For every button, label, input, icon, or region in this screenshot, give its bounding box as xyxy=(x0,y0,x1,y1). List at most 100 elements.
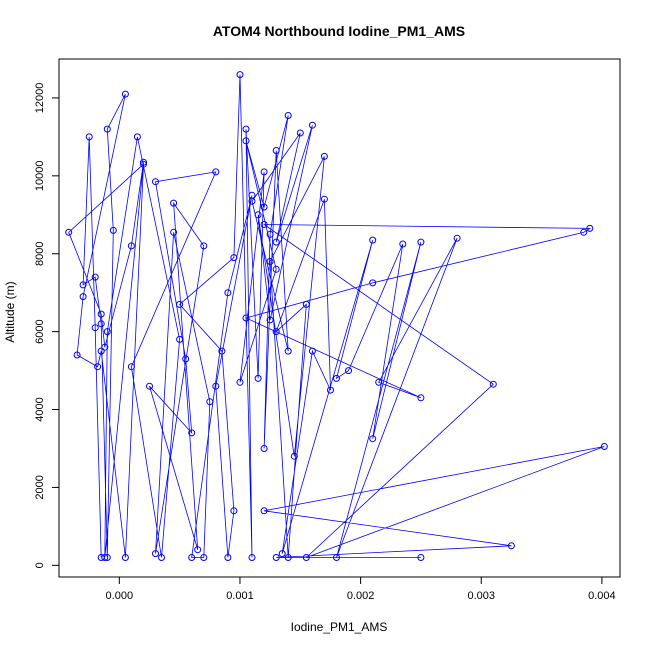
data-point xyxy=(194,546,202,554)
data-point xyxy=(266,316,274,324)
data-point xyxy=(127,242,135,250)
data-point xyxy=(302,300,310,308)
data-point xyxy=(140,158,147,166)
series-line xyxy=(68,74,605,558)
data-point xyxy=(170,199,178,207)
data-point xyxy=(302,554,310,561)
x-tick-label: 0.000 xyxy=(106,590,134,602)
data-point xyxy=(152,550,159,558)
series-layer xyxy=(65,71,608,561)
y-tick-label: 8000 xyxy=(34,241,46,265)
data-point xyxy=(417,554,425,561)
x-tick-label: 0.003 xyxy=(467,590,495,602)
data-point xyxy=(453,234,461,242)
data-point xyxy=(230,507,238,515)
data-point xyxy=(101,343,109,351)
data-point xyxy=(284,554,292,561)
data-point xyxy=(224,289,232,297)
data-point xyxy=(97,320,105,328)
data-point xyxy=(489,380,497,388)
data-point xyxy=(79,293,87,301)
data-point xyxy=(308,121,316,129)
data-point xyxy=(170,228,178,236)
y-axis: 0 2000 4000 6000 8000 10000 12000 xyxy=(34,83,60,568)
data-point xyxy=(230,254,238,262)
data-point xyxy=(103,125,111,133)
data-point xyxy=(212,168,220,176)
data-point xyxy=(91,273,99,281)
data-point xyxy=(140,160,147,168)
data-point xyxy=(200,242,208,250)
data-point xyxy=(266,258,274,265)
data-point xyxy=(272,238,280,246)
data-point xyxy=(272,147,280,154)
data-point xyxy=(121,90,129,98)
data-point xyxy=(242,125,250,133)
plot-frame xyxy=(58,58,621,578)
data-point xyxy=(127,363,135,371)
data-point xyxy=(248,554,256,561)
y-axis-label: Altitude (m) xyxy=(3,281,17,342)
x-tick-label: 0.002 xyxy=(347,590,375,602)
data-point xyxy=(260,168,268,176)
data-point xyxy=(399,240,407,248)
data-point xyxy=(296,129,304,137)
data-point xyxy=(369,236,377,244)
data-point xyxy=(248,197,256,205)
data-point xyxy=(97,310,105,318)
data-point xyxy=(236,71,244,79)
data-point xyxy=(182,355,190,363)
data-point xyxy=(369,279,377,287)
data-point xyxy=(600,443,608,450)
data-point xyxy=(260,507,268,515)
data-point xyxy=(260,445,268,452)
data-point xyxy=(284,112,292,119)
y-tick-label: 0 xyxy=(34,562,46,568)
data-point xyxy=(176,300,184,308)
data-point xyxy=(417,238,425,246)
data-point xyxy=(218,347,226,355)
data-point xyxy=(79,281,87,289)
data-point xyxy=(272,265,280,273)
data-point xyxy=(188,429,196,437)
data-point xyxy=(146,382,153,390)
data-point xyxy=(260,203,268,211)
data-point xyxy=(333,374,340,382)
data-point xyxy=(320,152,328,160)
data-point xyxy=(133,133,141,141)
data-point xyxy=(327,386,334,394)
data-point xyxy=(586,224,594,232)
data-point xyxy=(266,230,274,238)
data-point xyxy=(308,347,316,355)
data-point xyxy=(224,554,232,561)
data-point xyxy=(236,378,244,386)
data-point xyxy=(65,228,73,236)
x-axis: 0.000 0.001 0.002 0.003 0.004 xyxy=(106,576,616,602)
data-point xyxy=(101,554,109,561)
data-point xyxy=(103,328,111,336)
data-point xyxy=(254,211,262,219)
data-point xyxy=(272,328,280,336)
data-point xyxy=(369,435,377,443)
data-point xyxy=(152,178,159,186)
data-point xyxy=(272,554,280,561)
y-tick-label: 10000 xyxy=(34,161,46,192)
data-point xyxy=(417,394,425,402)
data-point xyxy=(188,554,196,561)
data-point xyxy=(206,398,214,406)
y-tick-label: 4000 xyxy=(34,397,46,421)
data-point xyxy=(158,554,165,561)
data-point xyxy=(212,382,220,390)
x-tick-label: 0.001 xyxy=(226,590,254,602)
data-point xyxy=(254,374,262,382)
chart-title: ATOM4 Northbound Iodine_PM1_AMS xyxy=(213,23,465,39)
data-point xyxy=(333,554,340,561)
data-point xyxy=(507,542,515,550)
data-point xyxy=(200,554,208,561)
data-point xyxy=(278,550,286,558)
data-point xyxy=(242,314,250,322)
y-tick-label: 2000 xyxy=(34,475,46,499)
data-point xyxy=(73,351,81,359)
data-point xyxy=(260,221,268,228)
